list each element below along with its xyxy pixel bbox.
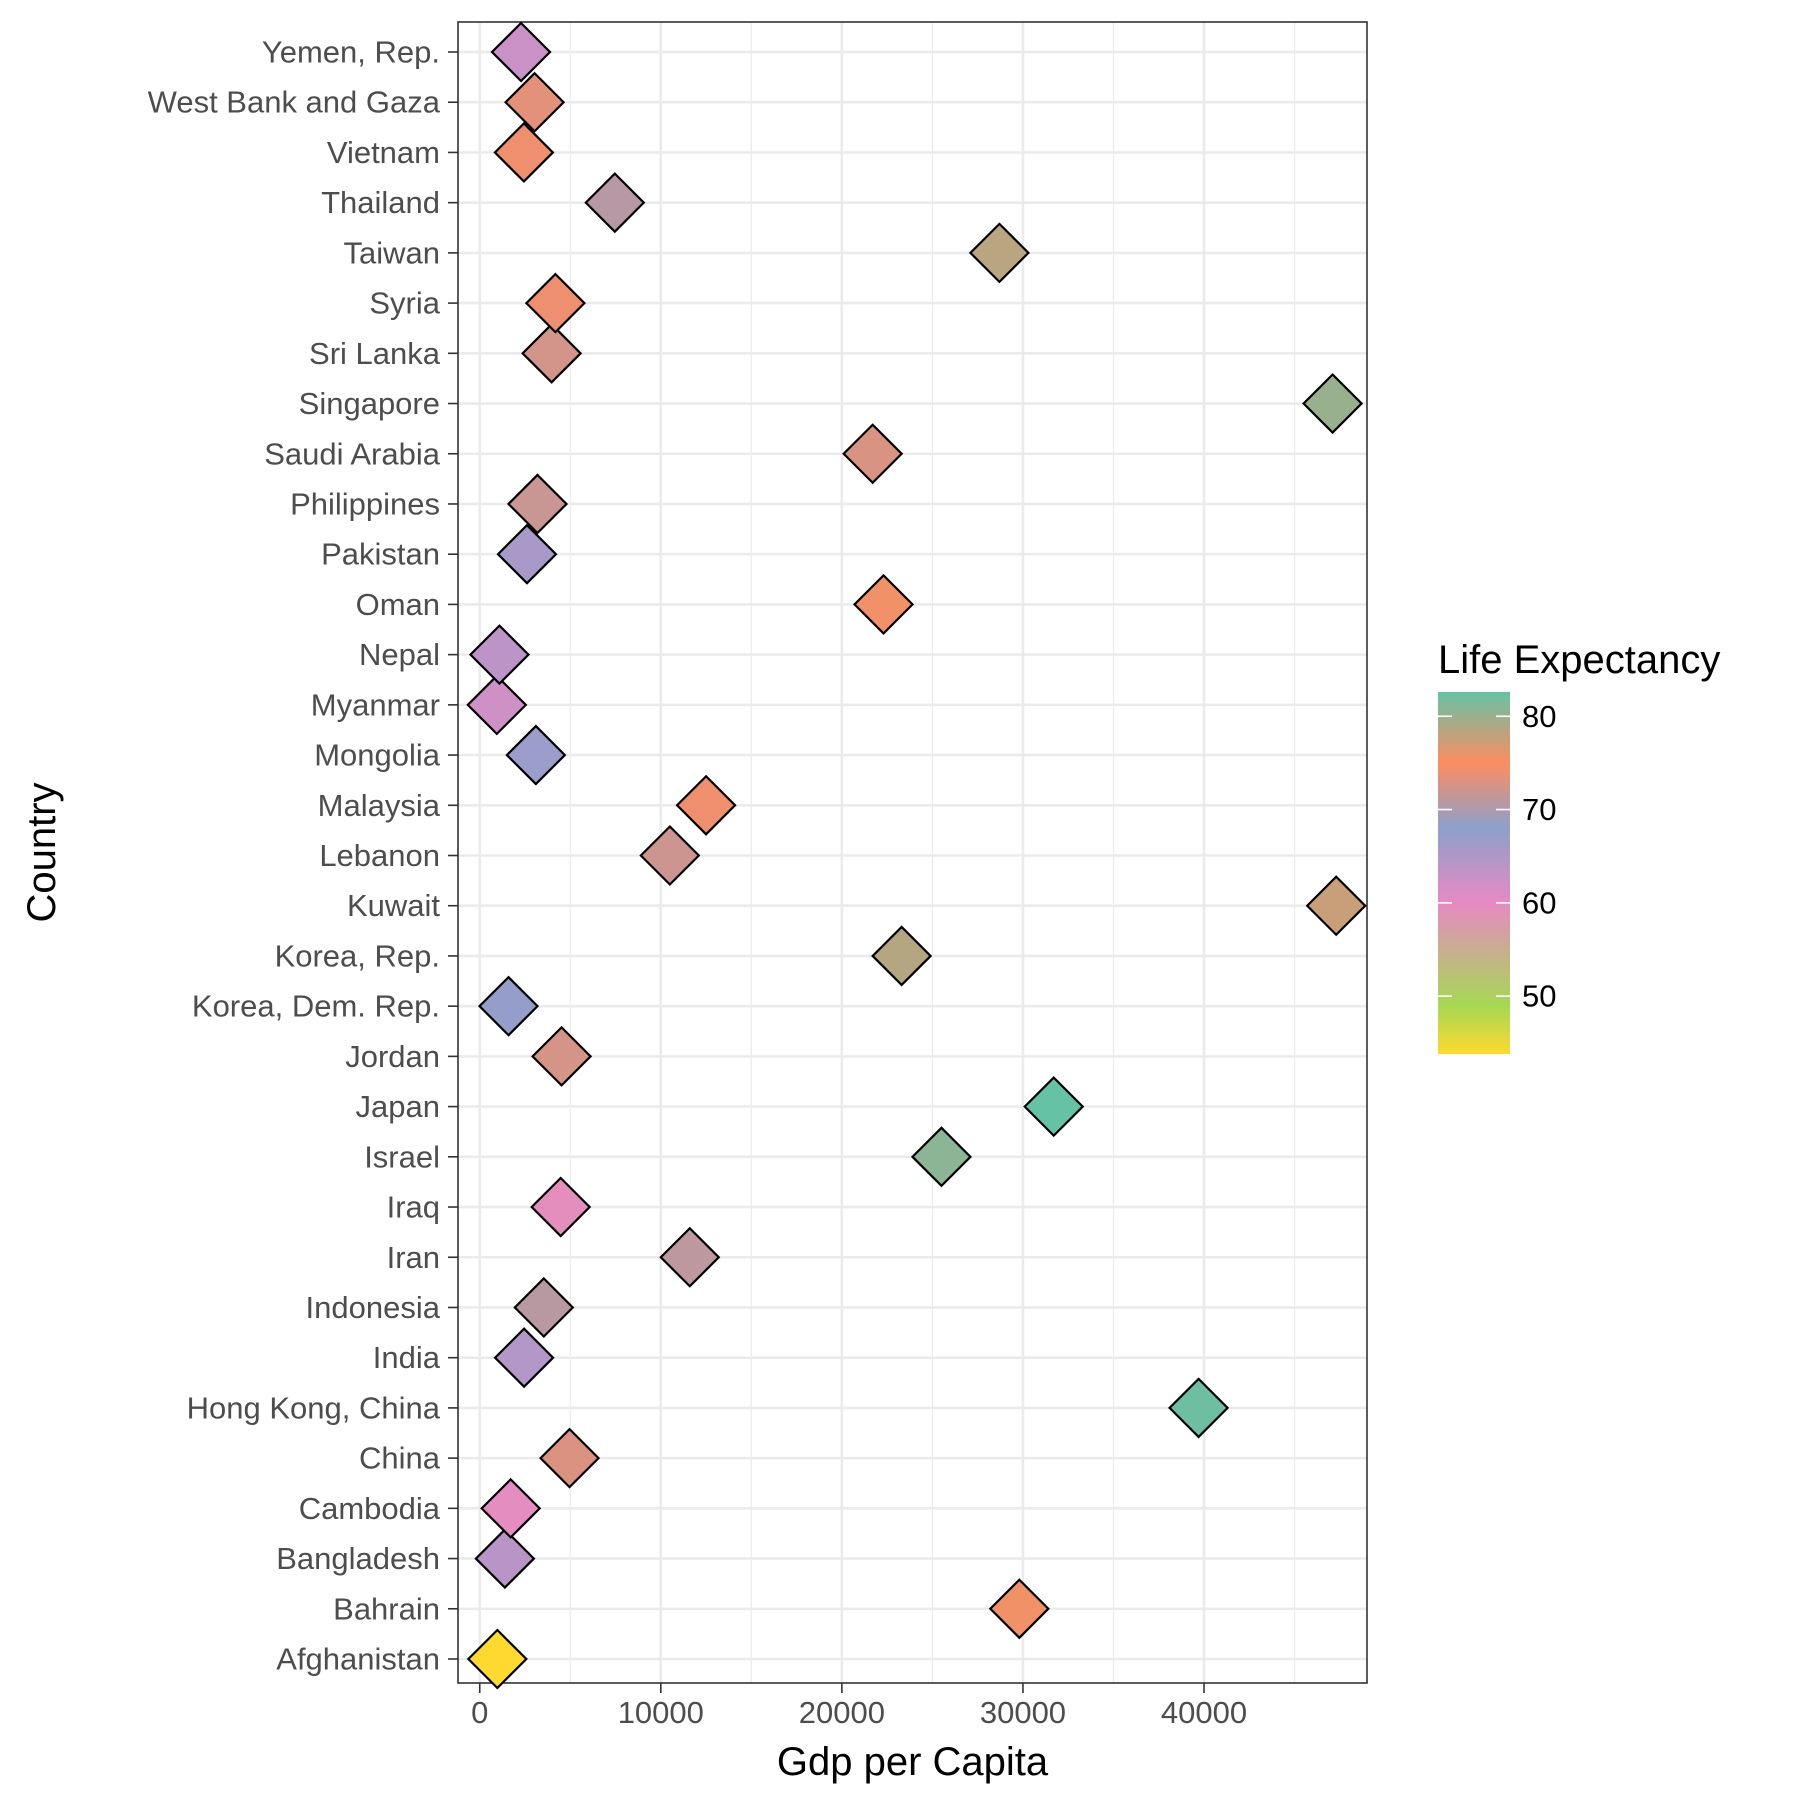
data-point — [852, 573, 915, 635]
grid-layer — [458, 22, 1367, 1683]
data-point — [675, 774, 737, 836]
legend-tick-label: 70 — [1522, 792, 1556, 827]
y-tick-label: Vietnam — [327, 135, 440, 170]
data-point — [477, 975, 540, 1037]
legend-colorbar — [1438, 692, 1510, 1054]
y-tick-label: India — [373, 1340, 441, 1375]
x-axis-title: Gdp per Capita — [777, 1740, 1049, 1784]
x-tick-label: 10000 — [618, 1695, 704, 1730]
data-point — [538, 1427, 601, 1489]
y-tick-label: Indonesia — [306, 1290, 441, 1325]
data-point — [1305, 875, 1367, 937]
data-point — [988, 1578, 1050, 1640]
y-tick-label: Yemen, Rep. — [262, 35, 440, 70]
legend-ticks: 50 60 70 80 — [1438, 699, 1556, 1014]
data-point — [1023, 1076, 1085, 1138]
y-tick-label: China — [359, 1441, 441, 1476]
y-tick-label: Lebanon — [319, 838, 440, 873]
y-tick-label: Taiwan — [344, 235, 441, 270]
y-tick-label: Hong Kong, China — [187, 1390, 441, 1425]
data-point — [530, 1176, 592, 1238]
data-point — [531, 1025, 593, 1087]
y-tick-label: Bangladesh — [276, 1541, 440, 1576]
y-tick-label: Malaysia — [318, 788, 441, 823]
x-tick-label: 40000 — [1161, 1695, 1247, 1730]
y-tick-label: Cambodia — [299, 1491, 441, 1526]
y-tick-label: Sri Lanka — [309, 336, 441, 371]
data-point — [466, 1628, 528, 1690]
data-point — [968, 222, 1030, 284]
data-point — [490, 21, 552, 83]
x-tick-label: 30000 — [980, 1695, 1066, 1730]
y-tick-label: West Bank and Gaza — [148, 85, 441, 120]
y-tick-label: Philippines — [290, 486, 440, 521]
y-tick-label: Afghanistan — [276, 1642, 440, 1677]
data-point — [480, 1477, 542, 1539]
plot-panel-border — [457, 21, 1368, 1684]
data-point — [474, 1528, 536, 1590]
data-point — [493, 121, 555, 183]
legend-tick-label: 80 — [1522, 699, 1556, 734]
data-point — [910, 1126, 973, 1188]
legend-tick-label: 50 — [1522, 979, 1556, 1014]
data-point — [513, 1276, 575, 1339]
y-tick-label: Syria — [369, 286, 440, 321]
y-tick-label: Japan — [356, 1089, 440, 1124]
data-point — [842, 423, 904, 485]
data-point — [496, 523, 558, 585]
y-tick-label: Myanmar — [311, 687, 440, 722]
data-point — [521, 322, 583, 384]
y-tick-label: Singapore — [299, 386, 440, 421]
y-tick-label: Mongolia — [314, 738, 441, 773]
y-tick-label: Oman — [356, 587, 440, 622]
data-point — [1168, 1377, 1230, 1439]
data-point — [466, 674, 528, 736]
x-tick-label: 20000 — [799, 1695, 885, 1730]
y-tick-label: Korea, Dem. Rep. — [192, 989, 440, 1024]
data-points — [466, 21, 1367, 1690]
data-point — [659, 1226, 721, 1288]
y-tick-label: Korea, Rep. — [275, 938, 440, 973]
y-tick-label: Pakistan — [321, 537, 440, 572]
data-point — [504, 71, 566, 133]
data-point — [584, 172, 646, 234]
legend-tick-label: 60 — [1522, 885, 1556, 920]
y-tick-label: Bahrain — [333, 1591, 440, 1626]
legend-title: Life Expectancy — [1438, 638, 1720, 682]
data-point — [505, 724, 567, 786]
y-tick-label: Iran — [387, 1240, 440, 1275]
legend: Life Expectancy 50 60 70 80 — [1438, 638, 1720, 1054]
data-point — [506, 473, 569, 535]
y-tick-label: Saudi Arabia — [264, 436, 441, 471]
y-tick-label: Nepal — [359, 637, 440, 672]
data-point — [524, 272, 586, 334]
y-axis-title: Country — [20, 782, 64, 922]
y-tick-label: Thailand — [321, 185, 440, 220]
data-point — [1302, 372, 1364, 435]
y-tick-label: Kuwait — [347, 888, 440, 923]
data-point — [493, 1327, 555, 1389]
y-axis: Afghanistan Bahrain Bangladesh Cambodia Chin… — [148, 35, 458, 1677]
data-point — [871, 925, 933, 987]
data-point — [639, 824, 701, 887]
x-tick-label: 0 — [471, 1695, 488, 1730]
y-tick-label: Jordan — [345, 1039, 440, 1074]
x-axis: 0 10000 20000 30000 40000 — [471, 1683, 1247, 1730]
y-tick-label: Israel — [364, 1139, 440, 1174]
y-tick-label: Iraq — [387, 1190, 440, 1225]
data-point — [468, 624, 531, 686]
